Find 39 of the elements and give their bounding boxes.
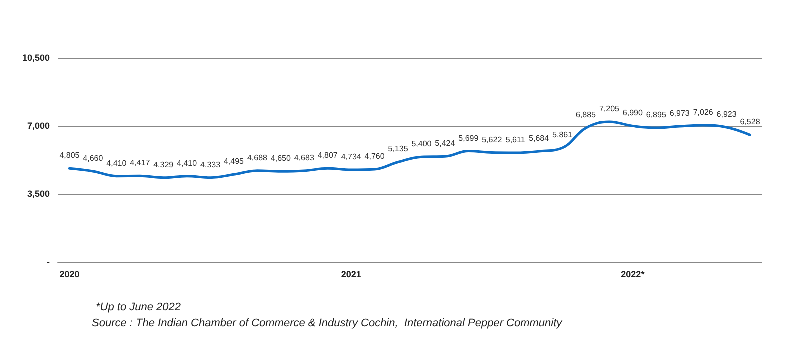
data-label: 4,660 [83,154,104,163]
data-label: 6,973 [670,109,690,118]
data-label: 5,622 [482,135,503,144]
data-label: 5,611 [506,135,526,144]
x-tick-label: 2021 [341,270,362,280]
data-label: 4,495 [224,157,245,166]
data-label: 5,699 [458,134,480,143]
y-tick-label: 3,500 [27,189,50,199]
data-label: 7,026 [693,108,714,117]
data-label: 4,333 [200,160,222,170]
x-tick-label: 2022* [621,270,646,280]
text: *Up to June 2022 [96,302,182,314]
x-tick-label: 2020 [60,270,80,280]
data-label: 4,410 [106,158,128,168]
data-label: 4,734 [341,152,362,162]
data-label: 4,650 [270,154,292,164]
data-label: 5,400 [412,140,432,149]
data-label: 6,923 [716,110,738,119]
data-label: 4,688 [247,153,268,162]
data-label: 6,528 [740,118,761,127]
source-note: Source : The Indian Chamber of Commerce & Industry Cochin, International Pepper Community [92,318,564,330]
data-label: 4,760 [364,152,386,162]
y-tick-label: 10,500 [22,53,50,63]
data-label: 4,683 [294,154,315,163]
data-label: 4,805 [60,151,80,160]
data-label: 6,990 [622,108,644,118]
y-tick-label: - [47,257,50,267]
data-label: 6,885 [576,110,597,120]
data-label: 4,329 [154,160,174,170]
data-label: 5,861 [552,130,574,140]
data-label: 7,205 [599,104,620,114]
data-label: 5,135 [388,144,409,154]
y-tick-label: 7,000 [27,121,50,131]
data-label: 4,417 [130,158,151,168]
data-label: 5,424 [435,139,456,148]
data-label: 5,684 [529,134,550,144]
data-label: 4,410 [177,158,198,168]
data-label: 4,807 [318,151,338,160]
data-label: 6,895 [646,110,667,120]
